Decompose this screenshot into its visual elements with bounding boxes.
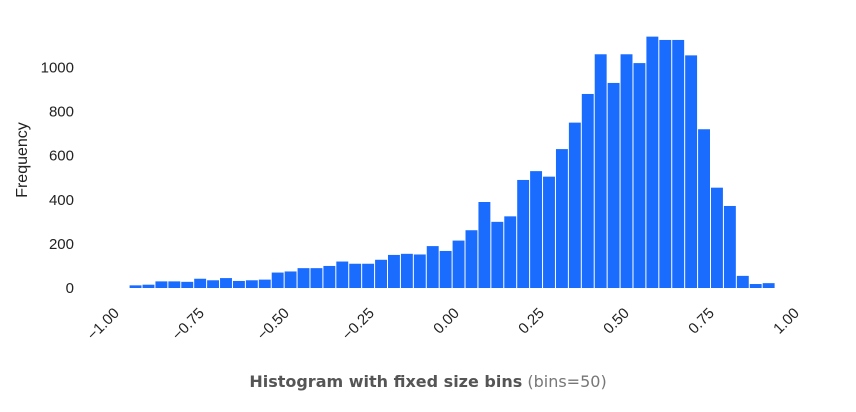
histogram-bar — [388, 254, 400, 288]
histogram-bar — [504, 216, 517, 288]
histogram-bar — [633, 63, 646, 289]
histogram-bar — [207, 280, 220, 288]
histogram-bar — [194, 278, 207, 288]
histogram-bar — [349, 263, 362, 288]
histogram-bar — [607, 82, 620, 288]
histogram-bar — [284, 271, 297, 288]
histogram-bar — [478, 202, 491, 288]
y-axis-label: Frequency — [14, 122, 31, 198]
histogram-bar — [594, 54, 607, 288]
x-tick-labels: −1.00 −0.75 −0.50 −0.25 0.00 0.25 0.50 0.75 1.00 — [84, 305, 803, 344]
y-tick-label: 400 — [49, 192, 74, 209]
histogram-bar — [129, 285, 142, 288]
x-tick-label: −1.00 — [84, 305, 123, 344]
histogram-bar — [400, 253, 413, 288]
histogram-bar — [439, 250, 452, 288]
x-tick-label: 0.75 — [685, 305, 718, 338]
histogram-bar — [530, 171, 543, 288]
histogram-bar — [258, 279, 271, 288]
histogram-bar — [517, 179, 530, 288]
histogram-bar — [323, 265, 336, 288]
histogram-bar — [568, 122, 581, 289]
histogram-bar — [245, 280, 258, 288]
histogram-bar — [297, 268, 310, 288]
x-tick-label: 1.00 — [770, 305, 803, 338]
histogram-bar — [232, 280, 245, 288]
histogram-bar — [749, 284, 762, 288]
histogram-bar — [220, 278, 232, 288]
y-tick-label: 1000 — [41, 60, 74, 77]
chart-title-bins: (bins=50) — [527, 372, 607, 391]
histogram-bar — [413, 254, 426, 288]
histogram-bar — [168, 281, 181, 288]
histogram-bar — [491, 221, 504, 288]
histogram-bar — [271, 272, 284, 288]
histogram-bar — [698, 129, 710, 288]
chart-title-main: Histogram with fixed size bins — [249, 372, 523, 391]
chart-title: Histogram with fixed size bins (bins=50) — [0, 372, 856, 391]
histogram-bar — [426, 246, 439, 288]
y-tick-labels: 0 200 400 600 800 1000 — [41, 60, 74, 298]
histogram-bar — [452, 240, 465, 288]
histogram-bar — [646, 36, 659, 288]
histogram-bar — [711, 187, 723, 288]
histogram-bar — [620, 54, 633, 288]
histogram-bar — [581, 93, 594, 289]
x-tick-label: −0.25 — [339, 305, 378, 344]
histogram-bar — [465, 230, 478, 288]
histogram-bar — [375, 259, 387, 288]
histogram-bar — [555, 149, 568, 288]
y-tick-label: 0 — [66, 280, 74, 297]
histogram-bar — [362, 263, 375, 288]
x-tick-label: 0.00 — [430, 305, 463, 338]
y-tick-label: 600 — [49, 148, 74, 165]
histogram-bar — [181, 281, 194, 288]
histogram-bar — [659, 39, 672, 288]
histogram-bar — [543, 176, 555, 288]
bars-group — [129, 36, 775, 289]
y-tick-label: 800 — [49, 104, 74, 121]
histogram-bar — [142, 284, 155, 288]
y-tick-label: 200 — [49, 236, 74, 253]
histogram-bar — [310, 268, 323, 288]
histogram-bar — [672, 39, 685, 288]
histogram-bar — [723, 205, 736, 288]
x-tick-label: −0.50 — [254, 305, 293, 344]
histogram-bar — [336, 261, 349, 288]
x-tick-label: 0.25 — [515, 305, 548, 338]
histogram-bar — [685, 55, 698, 289]
x-tick-label: 0.50 — [600, 305, 633, 338]
histogram-bar — [762, 283, 775, 288]
x-tick-label: −0.75 — [169, 305, 208, 344]
histogram-bar — [736, 275, 749, 288]
histogram-bar — [155, 281, 168, 288]
